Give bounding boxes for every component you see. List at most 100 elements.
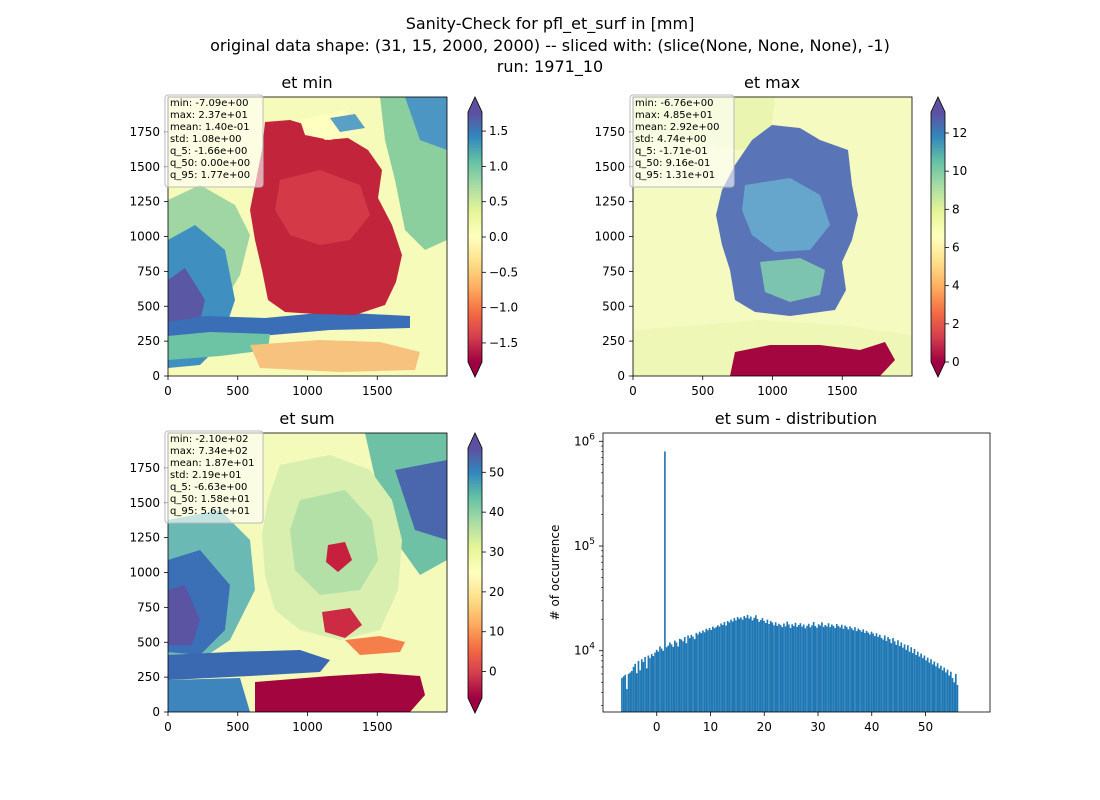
histogram-bar — [687, 635, 689, 712]
colorbar-tick-label: 0.0 — [489, 230, 508, 244]
histogram-bar — [652, 656, 655, 712]
panel-title: et sum - distribution — [715, 409, 877, 428]
histogram-bar — [892, 638, 894, 712]
histogram-bar — [698, 631, 701, 712]
histogram-bar — [845, 626, 848, 712]
histogram-bar — [824, 625, 827, 712]
histogram-bar — [804, 628, 807, 712]
histogram-bar — [850, 628, 853, 712]
x-tick-label: 0 — [164, 384, 172, 398]
stats-box: min: -7.09e+00 max: 2.37e+01 mean: 1.40e… — [164, 94, 264, 188]
y-tick-label: 1750 — [129, 125, 160, 139]
histogram-bar — [642, 662, 645, 712]
stat-line: max: 4.85e+01 — [635, 110, 713, 121]
colorbar-tick-label: 20 — [489, 585, 504, 599]
colorbar-tick-label: 0.5 — [489, 195, 508, 209]
histogram-bar — [631, 671, 633, 712]
histogram-bar — [822, 626, 825, 712]
colorbar-ticks: 1.5 1.0 0.5 0.0 −0.5 −1.0 −1.5 — [482, 124, 518, 350]
histogram-bar — [629, 672, 632, 712]
histogram-bar — [702, 630, 704, 712]
histogram-bar — [768, 624, 770, 712]
histogram-bar — [806, 625, 808, 712]
histogram-bar — [864, 632, 866, 712]
histogram-bar — [723, 622, 726, 712]
histogram-bar — [626, 689, 628, 712]
histogram-bar — [621, 677, 623, 712]
histogram-bar — [650, 654, 653, 712]
histogram-bar — [878, 634, 881, 712]
histogram-bar — [786, 621, 789, 712]
histogram-bar — [888, 639, 891, 712]
histogram-bar — [655, 649, 658, 712]
histogram-bar — [738, 618, 741, 712]
histogram-bar — [763, 620, 765, 712]
histogram-bar — [802, 624, 805, 712]
histogram-bar — [733, 618, 736, 712]
histogram-bar — [776, 625, 779, 712]
histogram-bar — [869, 634, 871, 712]
histogram-bar — [796, 626, 798, 712]
y-tick-label: 1500 — [129, 496, 160, 510]
histogram-bar — [938, 668, 941, 712]
histogram-bar — [907, 645, 909, 712]
histogram-bar — [905, 649, 908, 712]
y-axis-label: # of occurrence — [548, 525, 562, 621]
stat-line: mean: 2.92e+00 — [635, 122, 719, 133]
histogram-bar — [859, 629, 861, 712]
histogram-bar — [854, 627, 856, 712]
histogram-bar — [725, 625, 727, 712]
histogram-bar — [758, 621, 760, 712]
histogram-bar — [674, 640, 676, 712]
heatmap-image — [633, 97, 912, 376]
colorbar — [930, 96, 946, 378]
stat-line: q_5: -6.63e+00 — [170, 482, 247, 493]
histogram-bar — [766, 619, 769, 712]
x-tick-label: 1000 — [292, 384, 323, 398]
histogram-bar — [743, 615, 746, 712]
histogram-bar — [683, 637, 686, 712]
y-tick-label: 1000 — [129, 566, 160, 580]
histogram-bar — [647, 655, 650, 712]
stat-line: q_5: -1.71e-01 — [635, 146, 708, 157]
histogram-bar — [946, 669, 949, 712]
histogram-bar — [789, 627, 792, 712]
histogram-bar — [735, 620, 737, 712]
histogram-bar — [756, 618, 759, 712]
histogram-bar — [827, 623, 830, 712]
histogram-bar — [753, 617, 755, 712]
histogram-bar — [692, 636, 694, 712]
histogram-bar — [877, 636, 879, 712]
histogram-bar — [797, 625, 800, 712]
histogram-bar — [712, 626, 714, 712]
histogram-bar — [834, 627, 836, 712]
histogram-bar — [635, 673, 638, 712]
histogram-bar — [685, 643, 688, 712]
histogram-bar — [809, 627, 812, 712]
x-tick-label: 10 — [703, 720, 718, 734]
y-tick-label: 1250 — [594, 195, 625, 209]
histogram-bar — [945, 672, 947, 712]
histogram-bar — [931, 664, 934, 712]
histogram-bar — [855, 631, 858, 712]
histogram-bar — [682, 641, 684, 712]
histogram-bar — [736, 616, 739, 712]
histogram-bar — [759, 620, 762, 712]
histogram-bar — [707, 630, 709, 712]
histogram-bar — [645, 668, 648, 712]
histogram-bar — [700, 633, 703, 712]
histogram-bar — [624, 674, 627, 712]
histogram-bar — [715, 627, 717, 712]
histogram-bar — [637, 660, 640, 712]
histogram-bar — [769, 621, 772, 712]
x-tick-label: 1000 — [757, 384, 788, 398]
x-axis: 0 500 1000 1500 — [164, 376, 393, 398]
y-axis: 104 105 106 — [574, 432, 603, 706]
histogram-bar — [826, 626, 828, 712]
histogram-bar — [703, 632, 706, 712]
histogram-bar — [950, 671, 952, 712]
histogram-bar — [664, 451, 666, 712]
histogram-bar — [793, 626, 795, 712]
histogram-bar — [925, 660, 927, 712]
